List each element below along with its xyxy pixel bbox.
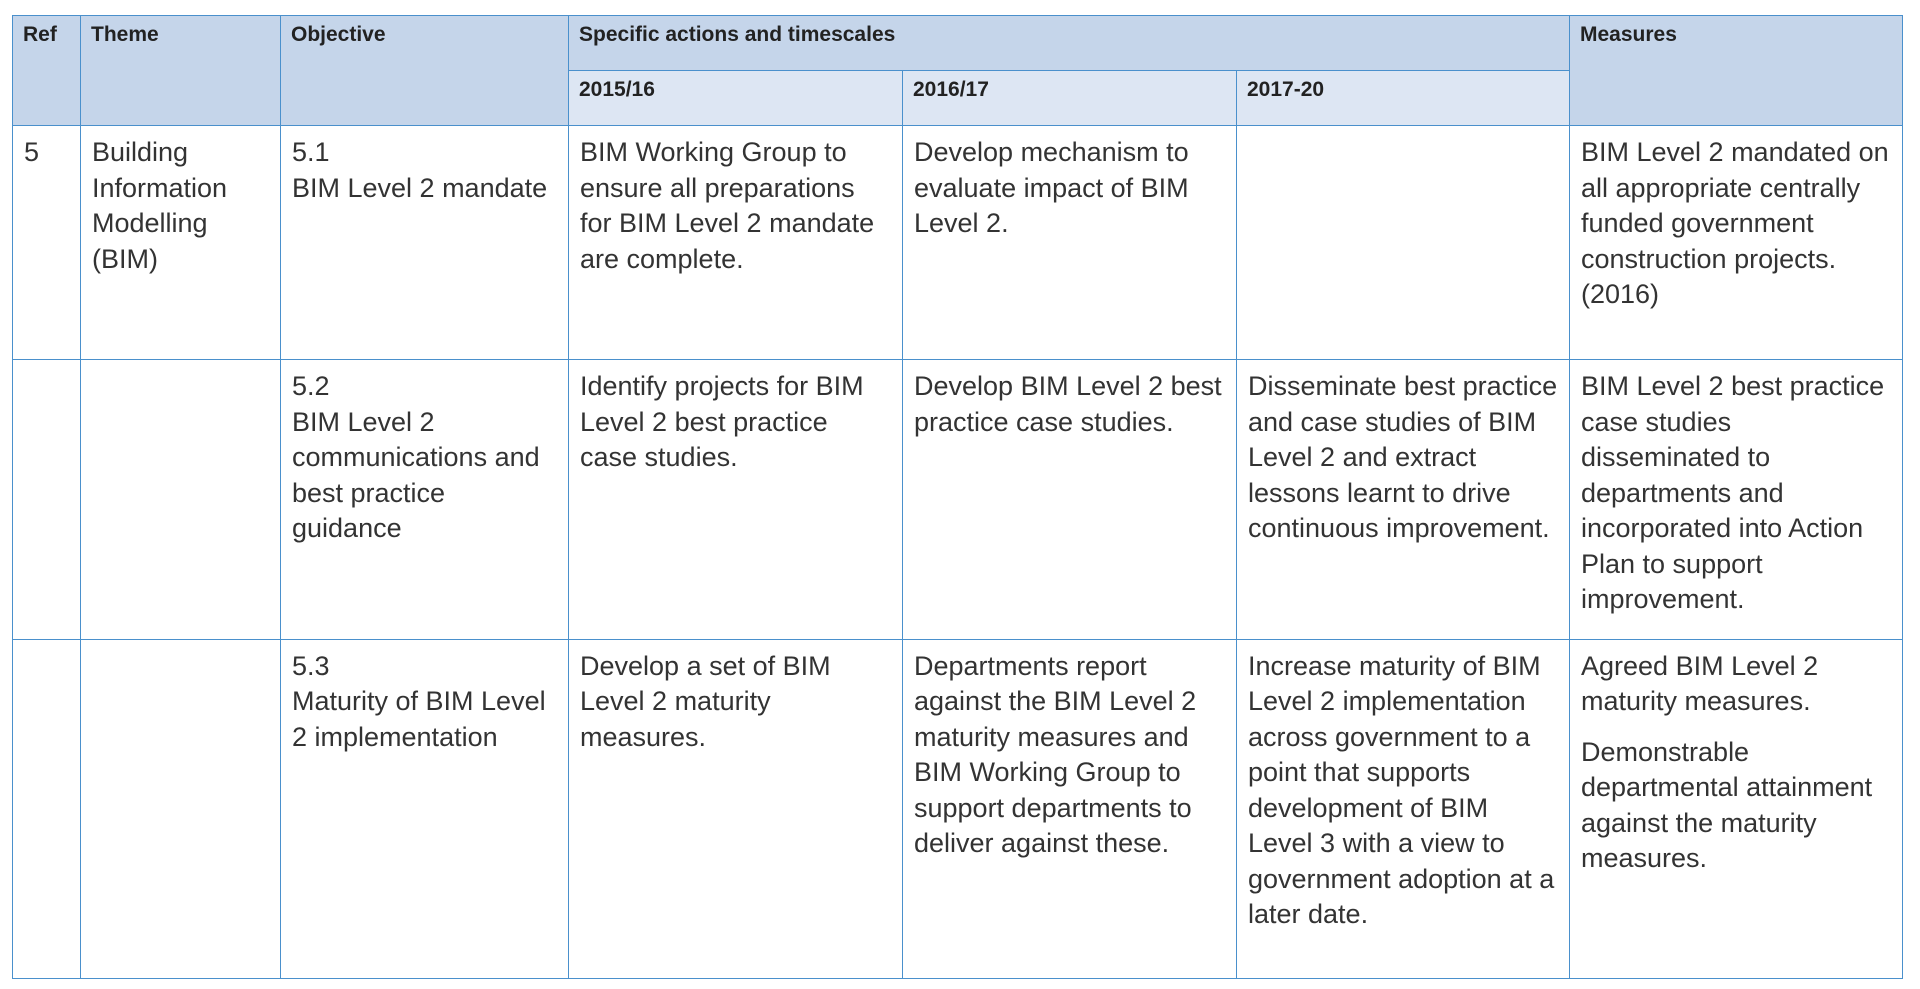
- ref-cell: [12, 359, 81, 640]
- ref-cell: [12, 638, 81, 979]
- action-cell: Develop mechanism to evaluate impact of …: [902, 125, 1237, 360]
- year-header: 2015/16: [568, 70, 903, 126]
- action-cell: [1236, 125, 1570, 360]
- table-row: 5 Building Information Modelling (BIM) 5.1…: [12, 125, 1903, 360]
- measures-cell: BIM Level 2 best practice case studies d…: [1569, 359, 1903, 640]
- action-cell: Departments report against the BIM Level…: [902, 638, 1237, 979]
- objective-ref: 5.2: [292, 371, 330, 401]
- header-cell: Ref: [12, 15, 81, 126]
- measures-cell: Agreed BIM Level 2 maturity measures. Dem…: [1569, 638, 1903, 979]
- header-cell: Theme: [80, 15, 281, 126]
- objective-ref: 5.3: [292, 650, 330, 681]
- objective-text: BIM Level 2 communications and best prac…: [292, 406, 540, 544]
- theme-cell: Building Information Modelling (BIM): [80, 125, 281, 360]
- action-cell: Identify projects for BIM Level 2 best p…: [568, 359, 903, 640]
- theme-cell: [80, 359, 281, 640]
- year-header: 2017-20: [1236, 70, 1570, 126]
- year-header: 2016/17: [902, 70, 1237, 126]
- header-cell: Objective: [280, 15, 569, 126]
- objective-cell: 5.2 BIM Level 2 communications and best p…: [280, 359, 569, 640]
- action-cell: Develop BIM Level 2 best practice case s…: [902, 359, 1237, 640]
- table-body: 5 Building Information Modelling (BIM) 5.1…: [12, 125, 1903, 979]
- objective-text: BIM Level 2 mandate: [292, 172, 548, 203]
- header-cell: Measures: [1569, 15, 1903, 126]
- measure-text: Demonstrable departmental attainment aga…: [1581, 736, 1873, 874]
- measures-cell: BIM Level 2 mandated on all appropriate …: [1569, 125, 1903, 360]
- measure-text: BIM Level 2 best practice case studies d…: [1581, 371, 1885, 614]
- header-cell: Specific actions and timescales: [568, 15, 1570, 71]
- objective-ref: 5.1: [292, 137, 330, 167]
- ref-cell: 5: [12, 125, 81, 360]
- measure-text: Agreed BIM Level 2 maturity measures.: [1581, 650, 1819, 717]
- objective-cell: 5.3 Maturity of BIM Level 2 implementatio…: [280, 638, 569, 979]
- objective-text: Maturity of BIM Level 2 implementation: [292, 686, 546, 752]
- table-row: 5.3 Maturity of BIM Level 2 implementatio…: [12, 638, 1903, 979]
- objective-cell: 5.1 BIM Level 2 mandate: [280, 125, 569, 360]
- measure-text: BIM Level 2 mandated on all appropriate …: [1581, 137, 1889, 309]
- table-row: 5.2 BIM Level 2 communications and best p…: [12, 359, 1903, 640]
- action-cell: BIM Working Group to ensure all preparat…: [568, 125, 903, 360]
- action-cell: Increase maturity of BIM Level 2 impleme…: [1236, 638, 1570, 979]
- action-cell: Develop a set of BIM Level 2 maturity me…: [568, 638, 903, 979]
- theme-cell: [80, 638, 281, 979]
- action-table: Ref Theme Objective Specific actions and…: [12, 15, 1903, 979]
- action-cell: Disseminate best practice and case studi…: [1236, 359, 1570, 640]
